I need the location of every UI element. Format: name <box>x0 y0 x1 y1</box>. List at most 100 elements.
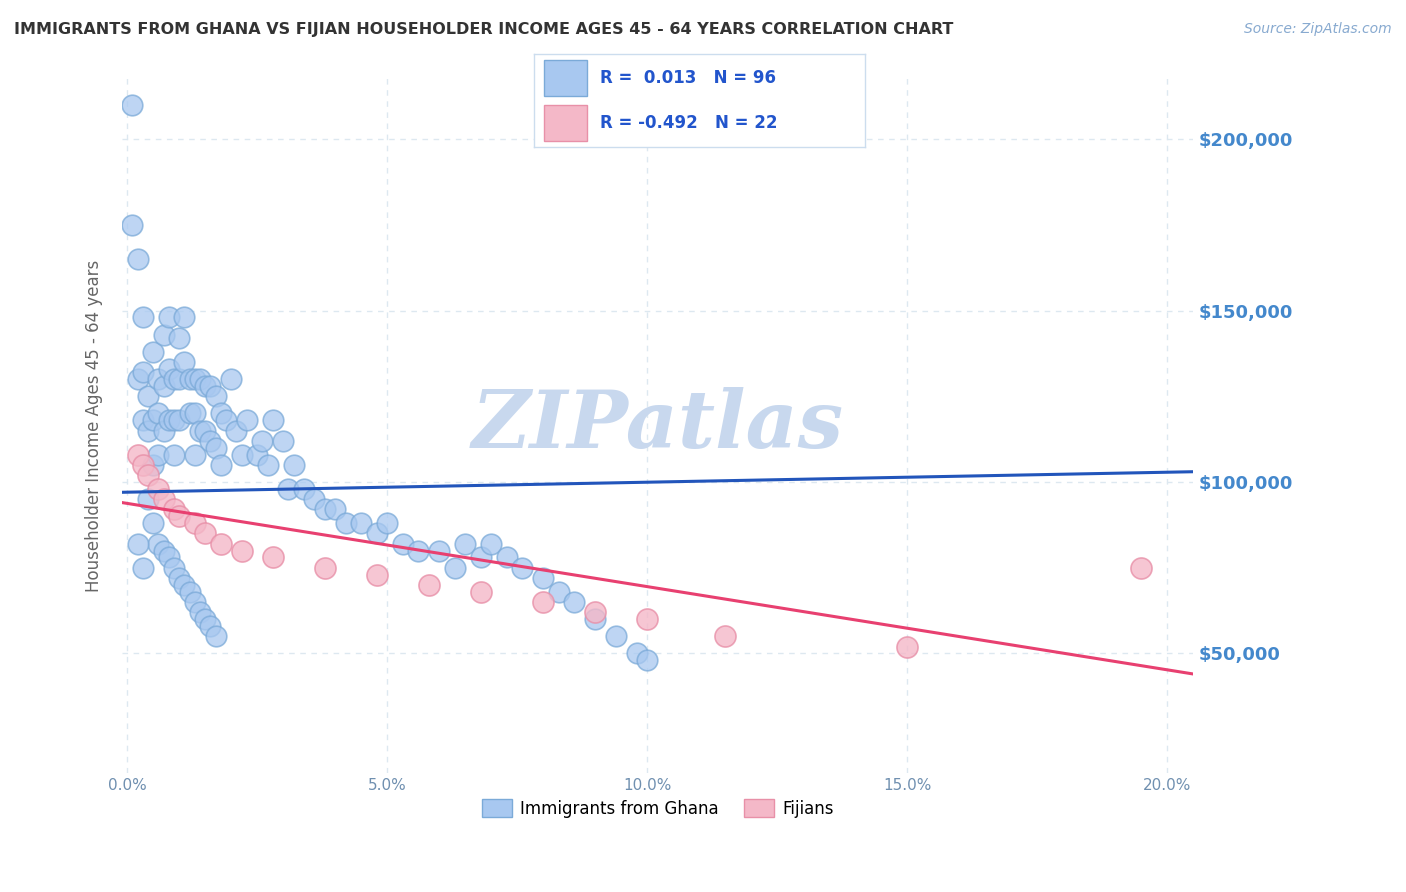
Point <box>225 424 247 438</box>
Point <box>314 560 336 574</box>
Point <box>127 372 149 386</box>
FancyBboxPatch shape <box>544 60 588 95</box>
Point <box>444 560 467 574</box>
Point <box>163 502 186 516</box>
Point <box>148 482 170 496</box>
Text: R = -0.492   N = 22: R = -0.492 N = 22 <box>600 114 778 132</box>
Point <box>252 434 274 448</box>
Point <box>136 492 159 507</box>
Point <box>314 502 336 516</box>
Point <box>157 550 180 565</box>
Point <box>479 537 502 551</box>
Point <box>194 424 217 438</box>
Point <box>204 441 226 455</box>
Point <box>350 516 373 530</box>
Point <box>136 424 159 438</box>
Point <box>219 372 242 386</box>
Point <box>132 458 155 472</box>
Point <box>142 344 165 359</box>
Point <box>132 365 155 379</box>
Point <box>194 612 217 626</box>
Point <box>167 571 190 585</box>
Point <box>132 310 155 325</box>
Text: ZIPatlas: ZIPatlas <box>471 387 844 464</box>
Point <box>184 372 207 386</box>
Point <box>215 413 238 427</box>
Point <box>256 458 278 472</box>
Point <box>132 413 155 427</box>
Point <box>152 543 174 558</box>
Point <box>531 571 554 585</box>
Point <box>583 605 606 619</box>
FancyBboxPatch shape <box>544 105 588 141</box>
Point <box>1130 560 1153 574</box>
Point <box>418 578 440 592</box>
Point <box>157 310 180 325</box>
Point <box>375 516 398 530</box>
Point <box>408 543 430 558</box>
Point <box>583 612 606 626</box>
Point <box>121 218 143 232</box>
Point <box>636 612 658 626</box>
Text: Source: ZipAtlas.com: Source: ZipAtlas.com <box>1244 22 1392 37</box>
Point <box>136 389 159 403</box>
Point <box>184 448 207 462</box>
Point <box>136 468 159 483</box>
Point <box>142 413 165 427</box>
Point <box>564 595 586 609</box>
Point <box>427 543 450 558</box>
Point <box>200 434 222 448</box>
Point <box>167 331 190 345</box>
Y-axis label: Householder Income Ages 45 - 64 years: Householder Income Ages 45 - 64 years <box>86 260 103 591</box>
Point <box>271 434 294 448</box>
Point <box>714 629 737 643</box>
Point <box>231 543 253 558</box>
Point <box>496 550 519 565</box>
Point <box>194 379 217 393</box>
Point <box>142 516 165 530</box>
Point <box>209 406 232 420</box>
Point <box>188 424 211 438</box>
Point <box>188 372 211 386</box>
Point <box>148 372 170 386</box>
Point <box>163 448 186 462</box>
Point <box>454 537 477 551</box>
Point <box>152 379 174 393</box>
Point <box>157 413 180 427</box>
Point <box>157 362 180 376</box>
Point <box>366 526 388 541</box>
Point <box>173 310 195 325</box>
Point <box>163 560 186 574</box>
Point <box>179 584 201 599</box>
Point <box>152 327 174 342</box>
Point <box>163 413 186 427</box>
Point <box>188 605 211 619</box>
Point <box>167 372 190 386</box>
Point <box>236 413 259 427</box>
Point <box>209 458 232 472</box>
Point <box>152 424 174 438</box>
Point <box>626 647 648 661</box>
Point <box>184 406 207 420</box>
Point <box>179 406 201 420</box>
Point <box>262 550 284 565</box>
Point <box>277 482 299 496</box>
Point <box>304 492 326 507</box>
Point <box>231 448 253 462</box>
Text: R =  0.013   N = 96: R = 0.013 N = 96 <box>600 69 776 87</box>
Point <box>121 98 143 112</box>
Point <box>127 537 149 551</box>
Point <box>335 516 357 530</box>
Point <box>636 653 658 667</box>
Point <box>204 629 226 643</box>
Point <box>200 379 222 393</box>
Point <box>392 537 415 551</box>
Point <box>184 516 207 530</box>
Point <box>896 640 918 654</box>
Point <box>167 509 190 524</box>
Point <box>148 448 170 462</box>
Point <box>167 413 190 427</box>
Point <box>283 458 305 472</box>
Point <box>323 502 346 516</box>
Point <box>531 595 554 609</box>
